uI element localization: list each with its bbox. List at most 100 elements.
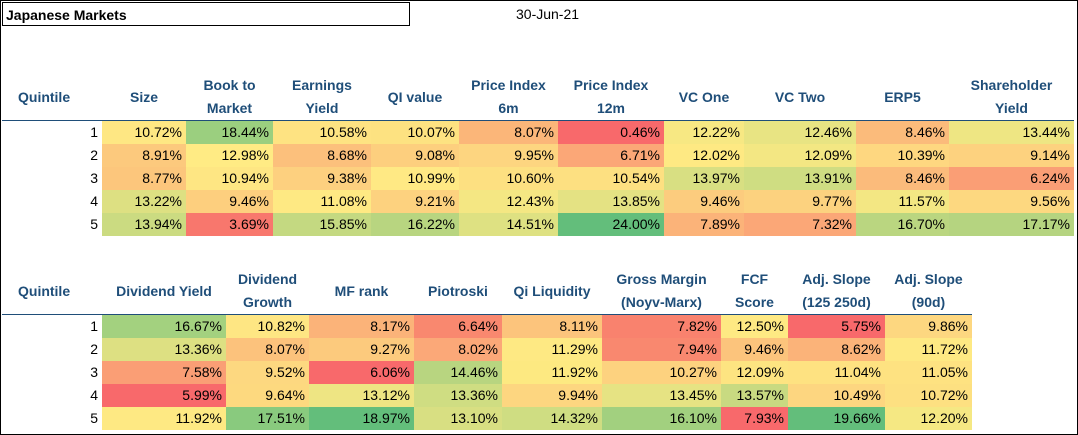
value-cell[interactable]: 8.11%	[502, 314, 602, 338]
value-cell[interactable]: 14.32%	[502, 406, 602, 430]
value-cell[interactable]: 10.07%	[371, 120, 459, 144]
value-cell[interactable]: 10.58%	[273, 120, 371, 144]
value-cell[interactable]: 9.14%	[949, 143, 1074, 167]
value-cell[interactable]: 12.98%	[186, 143, 273, 167]
column-header[interactable]: QI value	[371, 74, 459, 121]
column-header[interactable]: VC Two	[744, 74, 856, 121]
value-cell[interactable]: 5.75%	[788, 314, 885, 338]
value-cell[interactable]: 10.27%	[602, 360, 721, 384]
value-cell[interactable]: 8.07%	[459, 120, 558, 144]
column-header[interactable]: Piotroski	[414, 268, 502, 315]
value-cell[interactable]: 9.94%	[502, 383, 602, 407]
value-cell[interactable]: 9.56%	[949, 189, 1074, 213]
quintile-cell[interactable]: 2	[2, 143, 102, 167]
value-cell[interactable]: 18.97%	[309, 406, 414, 430]
column-header[interactable]: FCF Score	[721, 268, 788, 315]
value-cell[interactable]: 13.45%	[602, 383, 721, 407]
value-cell[interactable]: 8.46%	[856, 120, 949, 144]
value-cell[interactable]: 7.58%	[102, 360, 226, 384]
value-cell[interactable]: 8.62%	[788, 337, 885, 361]
value-cell[interactable]: 9.46%	[721, 337, 788, 361]
value-cell[interactable]: 11.04%	[788, 360, 885, 384]
value-cell[interactable]: 10.72%	[885, 383, 972, 407]
quintile-cell[interactable]: 1	[2, 314, 102, 338]
value-cell[interactable]: 10.72%	[102, 120, 186, 144]
value-cell[interactable]: 14.51%	[459, 212, 558, 236]
column-header[interactable]: Qi Liquidity	[502, 268, 602, 315]
column-header[interactable]: Dividend Growth	[226, 268, 309, 315]
value-cell[interactable]: 13.22%	[102, 189, 186, 213]
value-cell[interactable]: 11.29%	[502, 337, 602, 361]
report-date[interactable]: 30-Jun-21	[516, 6, 580, 22]
value-cell[interactable]: 10.94%	[186, 166, 273, 190]
value-cell[interactable]: 12.46%	[744, 120, 856, 144]
value-cell[interactable]: 5.99%	[102, 383, 226, 407]
column-header[interactable]: Book to Market	[186, 74, 273, 121]
quintile-cell[interactable]: 2	[2, 337, 102, 361]
value-cell[interactable]: 12.20%	[885, 406, 972, 430]
value-cell[interactable]: 10.54%	[558, 166, 664, 190]
quintile-cell[interactable]: 5	[2, 406, 102, 430]
column-header[interactable]: Dividend Yield	[102, 268, 226, 315]
value-cell[interactable]: 8.46%	[856, 166, 949, 190]
value-cell[interactable]: 19.66%	[788, 406, 885, 430]
value-cell[interactable]: 3.69%	[186, 212, 273, 236]
value-cell[interactable]: 11.08%	[273, 189, 371, 213]
value-cell[interactable]: 11.92%	[102, 406, 226, 430]
value-cell[interactable]: 15.85%	[273, 212, 371, 236]
value-cell[interactable]: 6.71%	[558, 143, 664, 167]
value-cell[interactable]: 13.36%	[414, 383, 502, 407]
value-cell[interactable]: 9.46%	[664, 189, 744, 213]
quintile-cell[interactable]: 3	[2, 360, 102, 384]
value-cell[interactable]: 9.64%	[226, 383, 309, 407]
column-header[interactable]: VC One	[664, 74, 744, 121]
value-cell[interactable]: 8.17%	[309, 314, 414, 338]
value-cell[interactable]: 10.49%	[788, 383, 885, 407]
value-cell[interactable]: 12.02%	[664, 143, 744, 167]
quintile-cell[interactable]: 5	[2, 212, 102, 236]
value-cell[interactable]: 9.38%	[273, 166, 371, 190]
value-cell[interactable]: 7.82%	[602, 314, 721, 338]
value-cell[interactable]: 0.46%	[558, 120, 664, 144]
value-cell[interactable]: 13.44%	[949, 120, 1074, 144]
value-cell[interactable]: 11.72%	[885, 337, 972, 361]
value-cell[interactable]: 9.46%	[186, 189, 273, 213]
value-cell[interactable]: 8.02%	[414, 337, 502, 361]
value-cell[interactable]: 7.89%	[664, 212, 744, 236]
column-header[interactable]: Quintile	[2, 268, 102, 315]
value-cell[interactable]: 13.36%	[102, 337, 226, 361]
value-cell[interactable]: 8.07%	[226, 337, 309, 361]
value-cell[interactable]: 24.00%	[558, 212, 664, 236]
value-cell[interactable]: 17.17%	[949, 212, 1074, 236]
value-cell[interactable]: 10.39%	[856, 143, 949, 167]
column-header[interactable]: MF rank	[309, 268, 414, 315]
column-header[interactable]: Shareholder Yield	[949, 74, 1074, 121]
value-cell[interactable]: 9.21%	[371, 189, 459, 213]
value-cell[interactable]: 9.95%	[459, 143, 558, 167]
column-header[interactable]: Price Index 6m	[459, 74, 558, 121]
column-header[interactable]: Quintile	[2, 74, 102, 121]
quintile-cell[interactable]: 4	[2, 383, 102, 407]
value-cell[interactable]: 12.22%	[664, 120, 744, 144]
value-cell[interactable]: 11.57%	[856, 189, 949, 213]
value-cell[interactable]: 7.93%	[721, 406, 788, 430]
value-cell[interactable]: 16.22%	[371, 212, 459, 236]
value-cell[interactable]: 6.24%	[949, 166, 1074, 190]
column-header[interactable]: Earnings Yield	[273, 74, 371, 121]
value-cell[interactable]: 9.52%	[226, 360, 309, 384]
value-cell[interactable]: 13.10%	[414, 406, 502, 430]
value-cell[interactable]: 16.10%	[602, 406, 721, 430]
column-header[interactable]: Gross Margin (Noyv-Marx)	[602, 268, 721, 315]
value-cell[interactable]: 16.70%	[856, 212, 949, 236]
column-header[interactable]: Adj. Slope (125 250d)	[788, 268, 885, 315]
value-cell[interactable]: 13.91%	[744, 166, 856, 190]
value-cell[interactable]: 7.32%	[744, 212, 856, 236]
column-header[interactable]: ERP5	[856, 74, 949, 121]
value-cell[interactable]: 9.86%	[885, 314, 972, 338]
value-cell[interactable]: 13.85%	[558, 189, 664, 213]
value-cell[interactable]: 14.46%	[414, 360, 502, 384]
value-cell[interactable]: 11.05%	[885, 360, 972, 384]
value-cell[interactable]: 6.06%	[309, 360, 414, 384]
column-header[interactable]: Adj. Slope (90d)	[885, 268, 972, 315]
value-cell[interactable]: 13.94%	[102, 212, 186, 236]
